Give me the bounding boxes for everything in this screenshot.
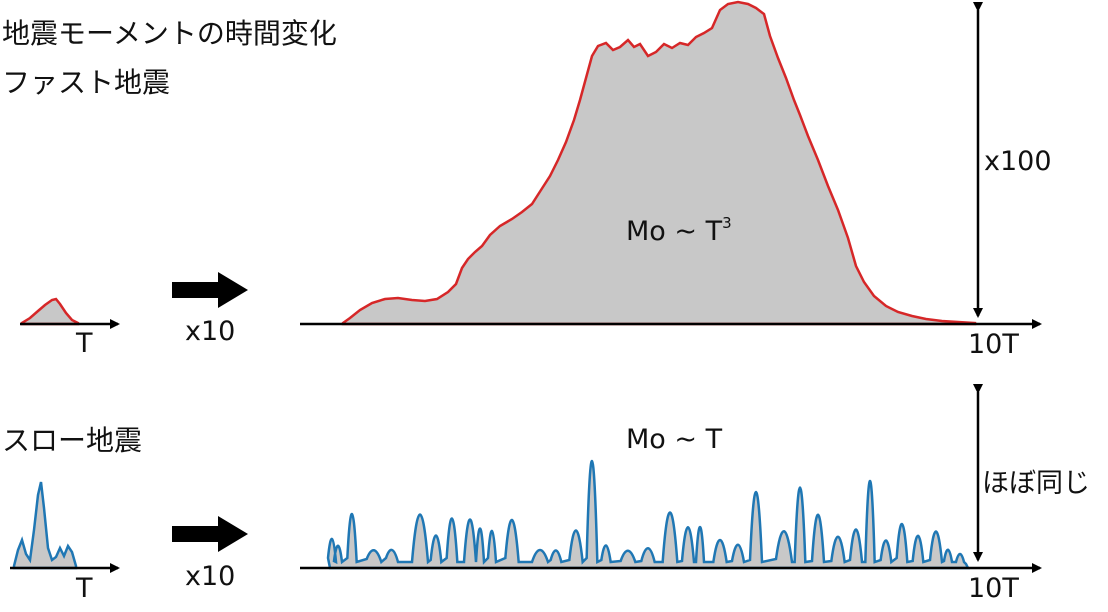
fast-scaling-base: Mo ~ T <box>626 216 723 247</box>
diagram-title: 地震モーメントの時間変化 <box>2 17 337 50</box>
slow-amplitude-label: ほぼ同じ <box>982 468 1090 499</box>
fast-scale-arrow-icon <box>172 272 248 308</box>
fast-earthquake-label: ファスト地震 <box>2 66 170 99</box>
slow-small-axis-label: T <box>75 573 93 604</box>
slow-scale-arrow-icon <box>172 516 248 552</box>
fast-large-axis-label: 10T <box>968 329 1019 360</box>
fast-scaling-law: Mo ~ T3 <box>626 214 732 247</box>
fast-scaling-exponent: 3 <box>722 214 732 232</box>
fast-large-moment-curve <box>341 0 977 326</box>
fast-scale-label: x10 <box>185 316 235 347</box>
slow-scale-label: x10 <box>185 561 235 592</box>
slow-small-moment-curve <box>12 481 78 570</box>
slow-earthquake-label: スロー地震 <box>2 424 142 457</box>
slow-scaling-law: Mo ~ T <box>626 424 723 455</box>
fast-small-axis-label: T <box>75 328 93 359</box>
fast-small-moment-curve <box>20 297 80 326</box>
fast-amplitude-label: x100 <box>984 146 1052 177</box>
slow-large-axis-label: 10T <box>968 573 1019 604</box>
slow-large-moment-curve <box>326 459 971 570</box>
